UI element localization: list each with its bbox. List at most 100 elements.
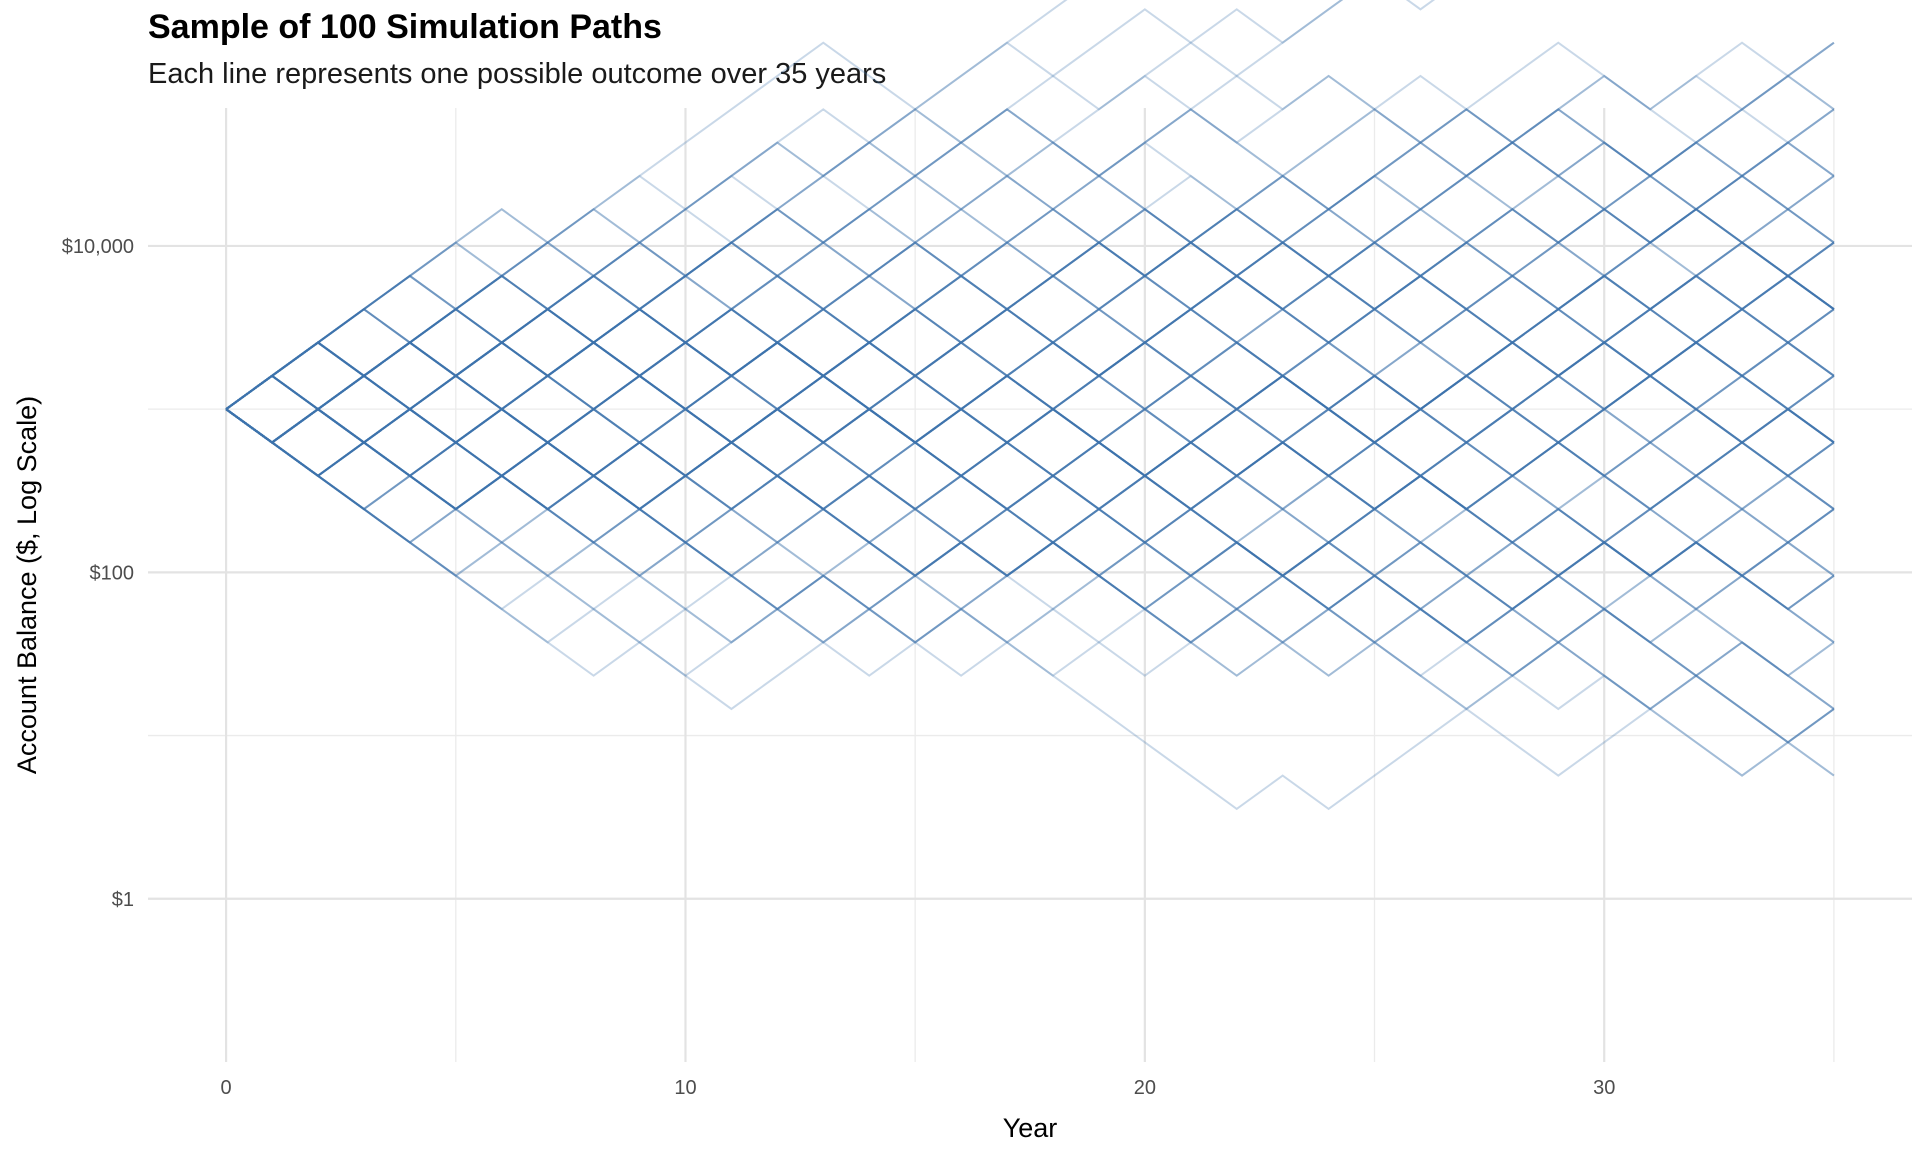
simulation-path xyxy=(225,208,1835,511)
simulation-path xyxy=(225,241,1835,410)
simulation-path xyxy=(225,307,1835,577)
simulation-path xyxy=(225,74,1835,410)
simulation-path xyxy=(225,41,1835,410)
simulation-path xyxy=(225,374,1835,811)
simulation-path xyxy=(225,208,1835,444)
simulation-path xyxy=(225,0,1344,544)
simulation-path xyxy=(225,174,1835,444)
simulation-path xyxy=(225,8,1835,410)
simulation-path xyxy=(225,108,1835,511)
simulation-path xyxy=(225,241,1835,577)
simulation-path xyxy=(225,241,1835,411)
simulation-path xyxy=(225,174,1835,444)
simulation-path xyxy=(225,307,1835,577)
simulation-path xyxy=(225,341,1835,777)
simulation-path xyxy=(225,274,1835,511)
simulation-path xyxy=(225,374,1835,677)
simulation-path xyxy=(225,108,1835,410)
x-axis-tick-labels: 0 10 20 30 xyxy=(221,1077,1616,1099)
simulation-path xyxy=(225,141,1835,444)
simulation-path xyxy=(225,408,1835,711)
simulation-path xyxy=(225,341,1835,511)
simulation-path xyxy=(225,108,1835,410)
simulation-path xyxy=(225,307,1835,511)
major-gridlines xyxy=(148,108,1912,1062)
simulation-path xyxy=(225,408,1835,710)
simulation-path xyxy=(225,407,1835,577)
simulation-path xyxy=(225,408,1835,710)
simulation-path xyxy=(225,174,1835,444)
simulation-path xyxy=(225,341,1835,777)
simulation-path xyxy=(225,241,1835,478)
simulation-path xyxy=(225,341,1835,644)
simulation-path xyxy=(225,241,1835,444)
y-tick-label: $10,000 xyxy=(62,236,134,258)
simulation-path xyxy=(225,174,1835,444)
simulation-path xyxy=(225,141,1835,410)
simulation-path xyxy=(225,74,1835,444)
simulation-path xyxy=(225,341,1835,478)
simulation-path xyxy=(225,141,1835,411)
x-tick-label: 10 xyxy=(674,1077,696,1099)
simulation-path xyxy=(225,175,1835,411)
simulation-path xyxy=(225,307,1835,544)
chart-title: Sample of 100 Simulation Paths xyxy=(148,8,662,46)
simulation-path xyxy=(225,341,1835,777)
simulation-path xyxy=(225,374,1835,644)
simulation-path xyxy=(225,208,1835,478)
y-tick-label: $1 xyxy=(112,889,134,911)
simulation-path xyxy=(225,208,1835,410)
chart-subtitle: Each line represents one possible outcom… xyxy=(148,58,887,90)
simulation-path xyxy=(225,0,1436,410)
simulation-path xyxy=(225,241,1835,478)
simulation-path xyxy=(225,341,1835,478)
simulation-path xyxy=(225,341,1835,611)
simulation-path xyxy=(225,341,1835,511)
simulation-path xyxy=(225,341,1835,511)
simulation-path xyxy=(225,341,1835,777)
simulation-path xyxy=(225,341,1835,644)
simulation-path xyxy=(225,108,1835,478)
simulation-path xyxy=(225,274,1835,511)
simulation-path xyxy=(225,208,1835,544)
simulation-path xyxy=(225,307,1835,644)
simulation-path xyxy=(225,274,1835,511)
simulation-path xyxy=(225,341,1835,644)
y-tick-label: $100 xyxy=(90,562,135,584)
simulation-path xyxy=(225,307,1835,478)
simulation-path xyxy=(225,407,1835,644)
simulation-path xyxy=(225,141,1835,511)
simulation-path xyxy=(225,241,1835,544)
simulation-path xyxy=(225,307,1835,777)
x-axis-title: Year xyxy=(1003,1113,1058,1143)
simulation-path xyxy=(225,407,1835,611)
simulation-path xyxy=(225,241,1835,478)
simulation-path xyxy=(225,341,1835,644)
simulation-paths xyxy=(225,0,1835,811)
simulation-path xyxy=(225,307,1835,411)
simulation-path xyxy=(225,341,1835,577)
simulation-path xyxy=(225,208,1835,478)
simulation-path xyxy=(225,174,1835,478)
simulation-path xyxy=(225,407,1835,677)
simulation-path xyxy=(225,374,1835,744)
simulation-path xyxy=(225,41,1835,478)
simulation-path xyxy=(225,307,1835,577)
simulation-path xyxy=(225,241,1835,411)
y-axis-title: Account Balance ($, Log Scale) xyxy=(12,396,42,774)
simulation-path xyxy=(225,208,1835,478)
minor-gridlines xyxy=(148,108,1912,1062)
simulation-path xyxy=(225,274,1835,511)
simulation-path xyxy=(225,141,1835,444)
simulation-path xyxy=(225,274,1835,444)
simulation-path xyxy=(225,0,1068,444)
simulation-path xyxy=(225,174,1835,444)
simulation-path xyxy=(225,108,1835,444)
simulation-path xyxy=(225,41,1835,444)
simulation-path xyxy=(225,407,1835,577)
simulation-path xyxy=(225,407,1835,611)
simulation-path xyxy=(225,374,1835,744)
simulation-path xyxy=(225,274,1835,511)
y-axis-tick-labels: $1 $100 $10,000 xyxy=(62,236,134,911)
